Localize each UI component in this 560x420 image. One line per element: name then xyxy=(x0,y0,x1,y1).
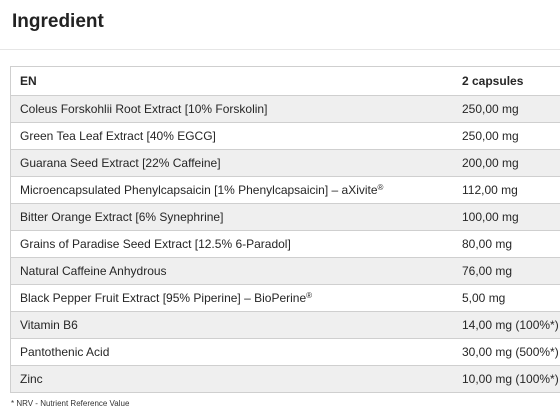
ingredient-amount: 10,00 mg (100%*) xyxy=(453,365,560,393)
ingredient-amount: 100,00 mg xyxy=(453,203,560,231)
registered-mark: ® xyxy=(377,183,384,192)
table-row: Microencapsulated Phenylcapsaicin [1% Ph… xyxy=(11,176,560,204)
ingredient-amount: 5,00 mg xyxy=(453,284,560,312)
ingredient-name: Black Pepper Fruit Extract [95% Piperine… xyxy=(20,291,307,305)
column-header-ingredient: EN xyxy=(11,67,453,96)
ingredient-name: Natural Caffeine Anhydrous xyxy=(20,264,167,278)
ingredient-amount: 14,00 mg (100%*) xyxy=(453,311,560,339)
table-row: Bitter Orange Extract [6% Synephrine] 100… xyxy=(11,203,560,231)
ingredient-amount: 80,00 mg xyxy=(453,230,560,258)
ingredient-amount: 250,00 mg xyxy=(453,122,560,150)
table-row: Green Tea Leaf Extract [40% EGCG] 250,00 … xyxy=(11,122,560,150)
ingredient-table: EN 2 capsules Coleus Forskohlii Root Ext… xyxy=(11,67,560,393)
ingredient-name-cell: Pantothenic Acid xyxy=(11,338,453,366)
table-header-row: EN 2 capsules xyxy=(11,67,560,96)
footnote: * NRV - Nutrient Reference Value xyxy=(11,399,130,408)
registered-mark: ® xyxy=(306,291,313,300)
ingredient-name-cell: Microencapsulated Phenylcapsaicin [1% Ph… xyxy=(11,176,453,204)
ingredient-name: Vitamin B6 xyxy=(20,318,78,332)
table-row: Black Pepper Fruit Extract [95% Piperine… xyxy=(11,284,560,312)
title-divider xyxy=(0,49,560,50)
ingredient-amount: 76,00 mg xyxy=(453,257,560,285)
ingredient-amount: 250,00 mg xyxy=(453,95,560,123)
table-row: Pantothenic Acid 30,00 mg (500%*) xyxy=(11,338,560,366)
page-title: Ingredient xyxy=(12,11,104,32)
ingredient-name-cell: Black Pepper Fruit Extract [95% Piperine… xyxy=(11,284,453,312)
ingredient-name: Grains of Paradise Seed Extract [12.5% 6… xyxy=(20,237,291,251)
ingredient-name: Bitter Orange Extract [6% Synephrine] xyxy=(20,210,224,224)
ingredient-table-container: EN 2 capsules Coleus Forskohlii Root Ext… xyxy=(10,66,560,393)
ingredient-name: Zinc xyxy=(20,372,43,386)
table-row: Coleus Forskohlii Root Extract [10% Fors… xyxy=(11,95,560,123)
ingredient-name: Pantothenic Acid xyxy=(20,345,110,359)
ingredient-name: Guarana Seed Extract [22% Caffeine] xyxy=(20,156,221,170)
ingredient-name-cell: Bitter Orange Extract [6% Synephrine] xyxy=(11,203,453,231)
ingredient-name-cell: Vitamin B6 xyxy=(11,311,453,339)
table-row: Vitamin B6 14,00 mg (100%*) xyxy=(11,311,560,339)
table-row: Grains of Paradise Seed Extract [12.5% 6… xyxy=(11,230,560,258)
ingredient-name: Green Tea Leaf Extract [40% EGCG] xyxy=(20,129,216,143)
ingredient-amount: 200,00 mg xyxy=(453,149,560,177)
ingredient-amount: 112,00 mg xyxy=(453,176,560,204)
ingredient-name: Coleus Forskohlii Root Extract [10% Fors… xyxy=(20,102,268,116)
ingredient-name-cell: Green Tea Leaf Extract [40% EGCG] xyxy=(11,122,453,150)
column-header-amount: 2 capsules xyxy=(453,67,560,96)
ingredient-name-cell: Guarana Seed Extract [22% Caffeine] xyxy=(11,149,453,177)
ingredient-name-cell: Grains of Paradise Seed Extract [12.5% 6… xyxy=(11,230,453,258)
table-row: Natural Caffeine Anhydrous 76,00 mg xyxy=(11,257,560,285)
ingredient-amount: 30,00 mg (500%*) xyxy=(453,338,560,366)
ingredient-name-cell: Zinc xyxy=(11,365,453,393)
table-row: Guarana Seed Extract [22% Caffeine] 200,0… xyxy=(11,149,560,177)
ingredient-name-cell: Natural Caffeine Anhydrous xyxy=(11,257,453,285)
ingredient-name: Microencapsulated Phenylcapsaicin [1% Ph… xyxy=(20,183,378,197)
table-row: Zinc 10,00 mg (100%*) xyxy=(11,365,560,393)
ingredient-name-cell: Coleus Forskohlii Root Extract [10% Fors… xyxy=(11,95,453,123)
